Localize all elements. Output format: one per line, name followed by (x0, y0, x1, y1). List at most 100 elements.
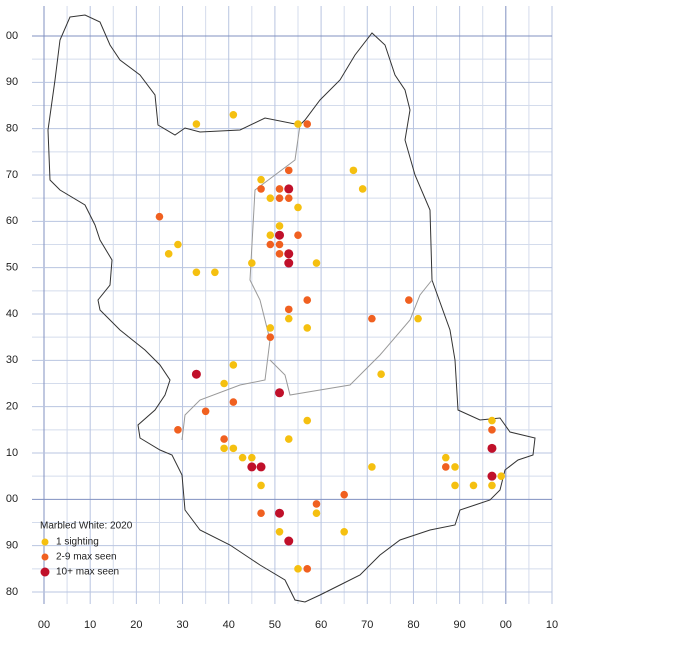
record-dot (220, 444, 228, 453)
x-tick-label: 60 (315, 619, 327, 631)
record-dot (294, 231, 302, 240)
record-dot (257, 481, 265, 490)
record-dot (191, 369, 201, 379)
record-dot (275, 388, 285, 398)
legend-swatch (41, 538, 49, 546)
record-dot (248, 259, 256, 267)
record-dot (266, 231, 275, 240)
y-tick-label: 90 (6, 540, 18, 552)
record-dot (256, 462, 266, 472)
record-dot (497, 472, 506, 480)
x-tick-label: 10 (546, 619, 558, 631)
y-tick-label: 00 (6, 493, 18, 505)
record-dot (174, 240, 182, 249)
record-dot (220, 379, 228, 388)
record-dot (201, 407, 210, 416)
record-dot (487, 443, 497, 453)
record-dot (488, 426, 496, 434)
record-dot (294, 120, 302, 128)
record-dot (192, 120, 201, 128)
record-dot (266, 194, 275, 202)
legend-swatch (40, 567, 50, 577)
x-tick-label: 30 (176, 619, 188, 631)
record-dot (229, 361, 238, 369)
record-dot (340, 490, 348, 499)
record-dot (405, 296, 413, 304)
record-dot (349, 166, 358, 175)
district-boundary (269, 279, 433, 396)
legend: Marbled White: 2020 1 sighting 2-9 max se… (40, 521, 133, 578)
record-dot (284, 249, 294, 259)
legend-swatch (41, 553, 49, 561)
record-dot (441, 463, 450, 471)
x-tick-label: 70 (361, 619, 373, 631)
record-dot (229, 444, 238, 453)
record-dot (303, 324, 312, 332)
record-dot (238, 453, 247, 462)
y-tick-label: 10 (6, 447, 18, 459)
record-dot (275, 194, 284, 202)
record-dot (284, 305, 293, 314)
legend-title: Marbled White: 2020 (40, 521, 133, 532)
legend-label: 2-9 max seen (56, 552, 117, 563)
record-dot (368, 314, 376, 323)
record-dot (451, 481, 459, 490)
y-tick-label: 50 (6, 262, 18, 274)
x-tick-label: 00 (500, 619, 512, 631)
record-dot (312, 259, 321, 267)
record-dot (257, 509, 265, 518)
x-tick-label: 00 (38, 619, 50, 631)
record-dot (284, 258, 294, 268)
record-dot (248, 453, 256, 462)
record-dot (303, 120, 312, 128)
record-dot (303, 565, 312, 573)
record-dot (266, 333, 275, 341)
record-dot (266, 324, 275, 332)
record-dot (488, 416, 496, 425)
record-dot (192, 268, 201, 277)
record-dot (229, 398, 238, 406)
record-dot (275, 222, 284, 230)
record-dot (451, 463, 459, 471)
record-dot (257, 175, 265, 184)
record-dot (414, 314, 422, 323)
record-dot (220, 435, 228, 443)
legend-label: 1 sighting (56, 537, 99, 548)
x-tick-label: 80 (407, 619, 419, 631)
y-tick-label: 60 (6, 215, 18, 227)
y-tick-label: 80 (6, 586, 18, 598)
record-dot (275, 508, 285, 518)
record-dot (275, 185, 284, 193)
record-dot (441, 453, 450, 462)
record-dot (155, 212, 164, 221)
y-tick-label: 40 (6, 308, 18, 320)
record-dot (275, 249, 284, 258)
x-tick-label: 20 (130, 619, 142, 631)
record-dot (340, 527, 348, 536)
record-dot (294, 203, 302, 212)
record-dot (284, 314, 293, 323)
record-dot (358, 185, 367, 193)
y-tick-label: 00 (6, 30, 18, 42)
y-tick-label: 20 (6, 401, 18, 413)
y-tick-label: 90 (6, 76, 18, 88)
legend-label: 10+ max seen (56, 567, 119, 578)
record-dot (164, 249, 173, 258)
record-dot (174, 426, 182, 434)
x-tick-label: 50 (269, 619, 281, 631)
record-dot (284, 166, 293, 175)
record-dot (275, 527, 284, 536)
grid (32, 6, 553, 604)
record-dot (284, 184, 294, 194)
record-dot (487, 471, 497, 481)
record-dot (284, 194, 293, 202)
record-dot (211, 268, 219, 277)
record-dot (312, 500, 321, 508)
x-tick-label: 40 (223, 619, 235, 631)
x-tick-label: 90 (454, 619, 466, 631)
record-dot (284, 435, 293, 443)
record-dot (469, 481, 478, 490)
record-dot (229, 110, 238, 119)
records (155, 110, 506, 573)
